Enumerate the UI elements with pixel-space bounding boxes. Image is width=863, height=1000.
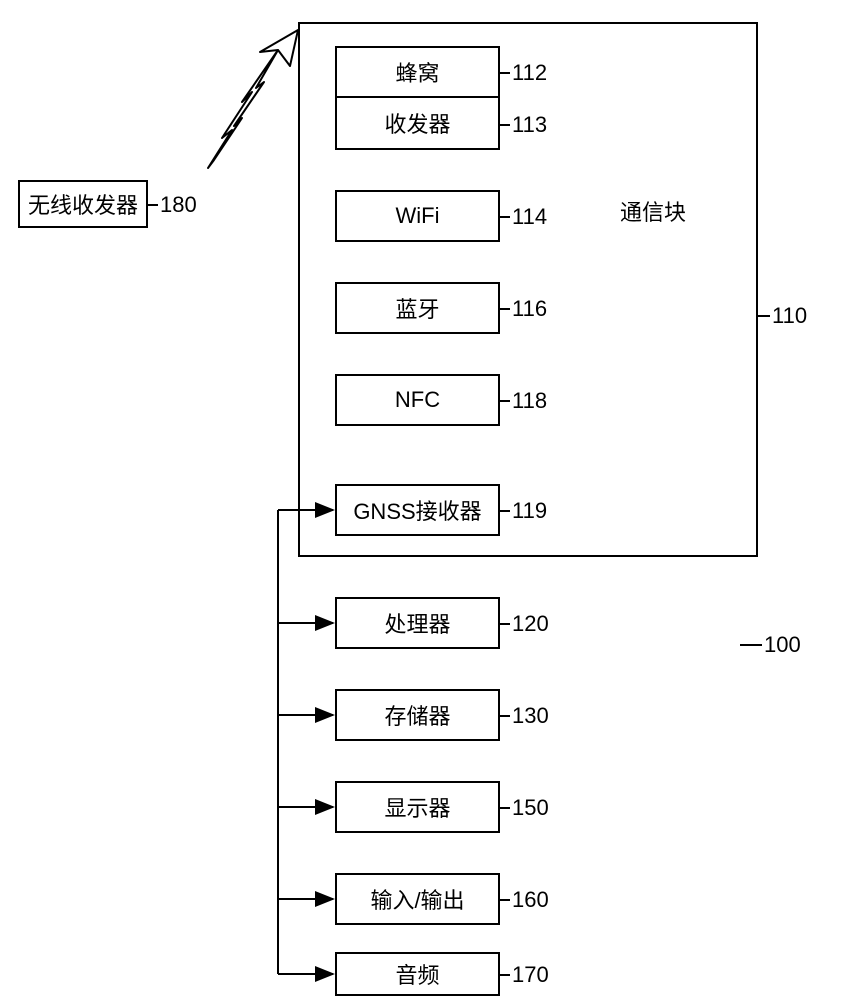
ref-100: 100 [764, 632, 801, 658]
node-label-audio: 音频 [395, 958, 439, 990]
ref-114: 114 [512, 204, 547, 230]
ref-tick-113 [500, 124, 510, 126]
node-label-wireless-transceiver: 无线收发器 [28, 188, 138, 220]
ref-160: 160 [512, 887, 549, 913]
ref-tick-160 [500, 899, 510, 901]
node-wifi: WiFi [335, 190, 500, 242]
node-label-processor: 处理器 [384, 607, 450, 639]
ref-150: 150 [512, 795, 549, 821]
ref-130: 130 [512, 703, 549, 729]
node-gnss: GNSS接收器 [335, 484, 500, 536]
ref-tick-112 [500, 72, 510, 74]
node-cellular: 蜂窝 [335, 46, 500, 98]
ref-tick-100 [740, 644, 762, 646]
ref-tick-130 [500, 715, 510, 717]
ref-180: 180 [160, 192, 197, 218]
ref-tick-114 [500, 216, 510, 218]
ref-113: 113 [512, 112, 547, 138]
node-label-transceiver: 收发器 [384, 107, 450, 139]
node-display: 显示器 [335, 781, 500, 833]
ref-tick-150 [500, 807, 510, 809]
node-memory: 存储器 [335, 689, 500, 741]
ref-tick-119 [500, 510, 510, 512]
ref-tick-116 [500, 308, 510, 310]
node-label-memory: 存储器 [384, 699, 450, 731]
ref-119: 119 [512, 498, 547, 524]
node-label-wifi: WiFi [396, 203, 440, 229]
node-label-nfc: NFC [395, 387, 440, 413]
node-nfc: NFC [335, 374, 500, 426]
node-processor: 处理器 [335, 597, 500, 649]
ref-tick-120 [500, 623, 510, 625]
ref-116: 116 [512, 296, 547, 322]
node-label-gnss: GNSS接收器 [353, 494, 481, 526]
ref-120: 120 [512, 611, 549, 637]
ref-110: 110 [772, 303, 807, 329]
ref-tick-110 [758, 315, 770, 317]
node-label-bluetooth: 蓝牙 [395, 292, 439, 324]
node-transceiver: 收发器 [335, 96, 500, 150]
ref-tick-118 [500, 400, 510, 402]
ref-112: 112 [512, 60, 547, 86]
ref-118: 118 [512, 388, 547, 414]
node-io: 输入/输出 [335, 873, 500, 925]
ref-170: 170 [512, 962, 549, 988]
comm-block-label: 通信块 [620, 195, 686, 227]
node-label-display: 显示器 [384, 791, 450, 823]
ref-tick-170 [500, 974, 510, 976]
wireless-zigzag-arrow [208, 30, 298, 168]
node-wireless-transceiver: 无线收发器 [18, 180, 148, 228]
node-label-io: 输入/输出 [370, 883, 464, 915]
ref-tick-180 [148, 204, 158, 206]
node-label-cellular: 蜂窝 [395, 56, 439, 88]
node-audio: 音频 [335, 952, 500, 996]
node-bluetooth: 蓝牙 [335, 282, 500, 334]
